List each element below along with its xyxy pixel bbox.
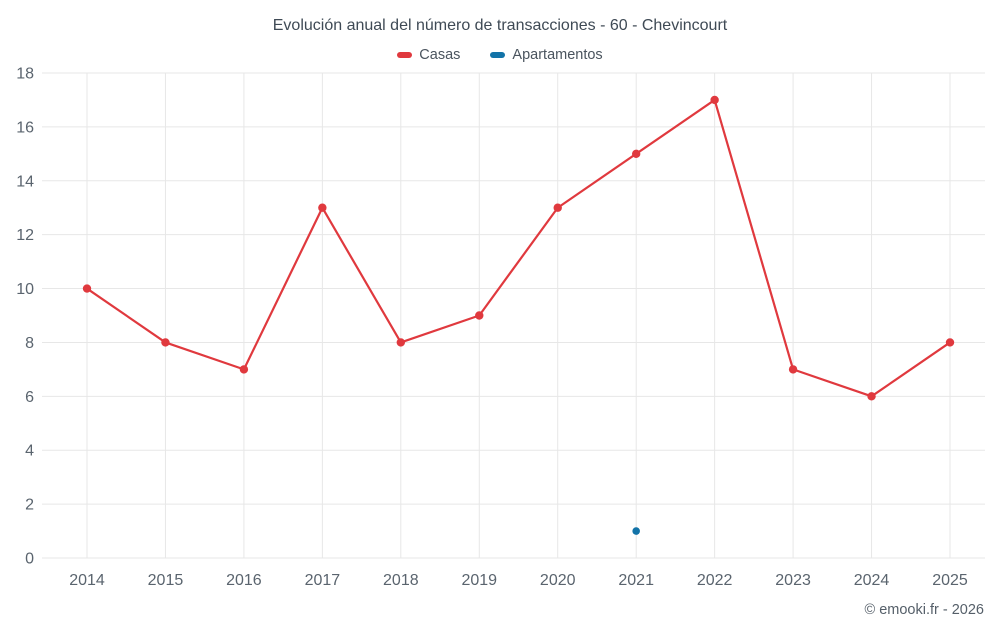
y-tick-label: 6 [25,389,34,406]
x-tick-label: 2022 [697,572,733,589]
legend-item-casas[interactable]: Casas [397,47,460,63]
y-tick-label: 18 [16,66,34,83]
x-tick-label: 2020 [540,572,576,589]
chart-title: Evolución anual del número de transaccio… [272,17,728,34]
data-point [632,527,640,535]
data-point [396,338,406,347]
data-point [945,338,955,347]
legend-swatch [490,52,506,58]
series-line [85,98,952,398]
axis-tick-labels: 0 2 4 6 8 10 12 14 16 18 2014 2015 2016 2017 2018 2019 2… [16,66,968,590]
x-tick-label: 2025 [932,572,968,589]
data-point [82,284,92,293]
series-apartamentos [632,527,640,535]
y-tick-label: 2 [25,497,34,514]
x-tick-label: 2018 [383,572,419,589]
y-tick-label: 10 [16,281,34,298]
y-tick-label: 0 [25,551,34,568]
data-point [318,203,327,212]
legend-label-apartamentos: Apartamentos [512,47,603,63]
x-tick-label: 2021 [618,572,654,589]
legend-swatch [397,52,413,58]
data-point [788,365,798,374]
y-tick-label: 4 [25,443,34,460]
x-tick-label: 2014 [69,572,105,589]
x-tick-label: 2017 [305,572,341,589]
data-point [161,338,170,347]
x-tick-label: 2016 [226,572,262,589]
y-tick-label: 12 [16,227,34,244]
data-point [239,365,249,374]
data-point [553,203,562,212]
y-tick-label: 14 [16,173,34,190]
data-point [475,311,484,320]
series-casas [82,95,955,401]
y-tick-label: 16 [16,119,34,136]
data-point [867,392,876,401]
x-tick-label: 2023 [775,572,811,589]
x-tick-label: 2024 [854,572,890,589]
data-point [710,95,719,105]
legend-item-apartamentos[interactable]: Apartamentos [490,47,603,63]
y-tick-label: 8 [25,335,34,352]
data-point [631,149,641,159]
x-tick-label: 2019 [461,572,497,589]
chart-legend: Casas Apartamentos [0,47,1000,63]
credit-text: © emooki.fr - 2026 [864,602,984,618]
legend-label-casas: Casas [419,47,461,63]
gridlines [42,72,985,559]
x-tick-label: 2015 [148,572,184,589]
